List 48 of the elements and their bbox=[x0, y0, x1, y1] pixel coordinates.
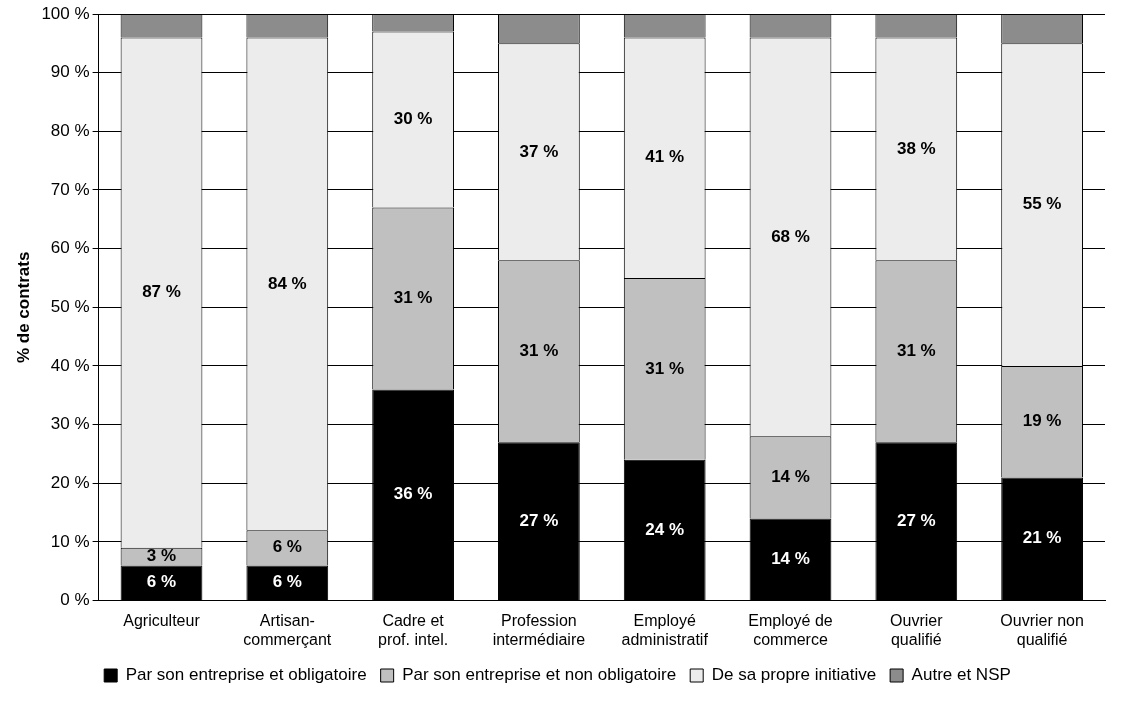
y-tick-label: 10 % bbox=[50, 531, 90, 551]
data-label: 19 % bbox=[1022, 411, 1062, 431]
data-label: 3 % bbox=[146, 546, 177, 566]
x-tick-label: Artisan-commerçant bbox=[243, 611, 332, 648]
data-label: 87 % bbox=[142, 282, 181, 302]
legend-label: Autre et NSP bbox=[911, 665, 1011, 685]
y-tick-label: 0 % bbox=[60, 590, 90, 610]
y-tick-label: 30 % bbox=[50, 414, 90, 434]
data-label: 36 % bbox=[393, 484, 433, 504]
y-tick-label: 50 % bbox=[50, 296, 90, 316]
data-label: 31 % bbox=[519, 340, 559, 360]
y-tick-label: 60 % bbox=[50, 238, 90, 258]
legend-label: Par son entreprise et obligatoire bbox=[125, 665, 367, 685]
data-label: 14 % bbox=[771, 548, 810, 568]
data-label: 31 % bbox=[393, 288, 433, 308]
data-label: 6 % bbox=[272, 537, 302, 557]
data-label: 84 % bbox=[267, 273, 307, 293]
data-label: 68 % bbox=[771, 226, 810, 246]
y-tick-label: 80 % bbox=[50, 121, 90, 141]
data-label: 31 % bbox=[896, 340, 936, 360]
data-label: 37 % bbox=[519, 141, 559, 161]
x-tick-label: Employé de commerce bbox=[748, 611, 833, 648]
y-tick-label: 100 % bbox=[41, 3, 90, 23]
data-label: 30 % bbox=[393, 109, 433, 129]
data-label: 55 % bbox=[1022, 194, 1062, 214]
y-tick-label: 90 % bbox=[50, 62, 90, 82]
data-label: 14 % bbox=[771, 467, 810, 487]
y-axis-title: % de contrats bbox=[13, 251, 33, 364]
x-tick-label: Ouvrier non qualifié bbox=[1000, 611, 1084, 648]
y-tick-label: 40 % bbox=[50, 355, 90, 375]
x-tick-label: Agriculteur bbox=[123, 611, 201, 629]
x-tick-label: Employé administratif bbox=[621, 611, 709, 648]
legend-label: Par son entreprise et non obligatoire bbox=[402, 665, 677, 685]
data-label: 31 % bbox=[645, 358, 685, 378]
legend-label: De sa propre initiative bbox=[711, 665, 877, 685]
data-label: 21 % bbox=[1022, 528, 1062, 548]
data-label: 6 % bbox=[146, 572, 177, 592]
data-label: 24 % bbox=[645, 519, 685, 539]
data-label: 27 % bbox=[896, 510, 936, 530]
y-tick-label: 20 % bbox=[50, 472, 90, 492]
y-tick-label: 70 % bbox=[50, 179, 90, 199]
data-label: 27 % bbox=[519, 510, 559, 530]
data-label: 38 % bbox=[896, 138, 936, 158]
x-tick-label: Ouvrier qualifié bbox=[890, 611, 944, 648]
data-label: 6 % bbox=[272, 572, 302, 592]
x-tick-label: Profession intermédiaire bbox=[492, 611, 586, 648]
data-label: 41 % bbox=[645, 147, 685, 167]
x-tick-label: Cadre et prof. intel. bbox=[377, 611, 449, 648]
